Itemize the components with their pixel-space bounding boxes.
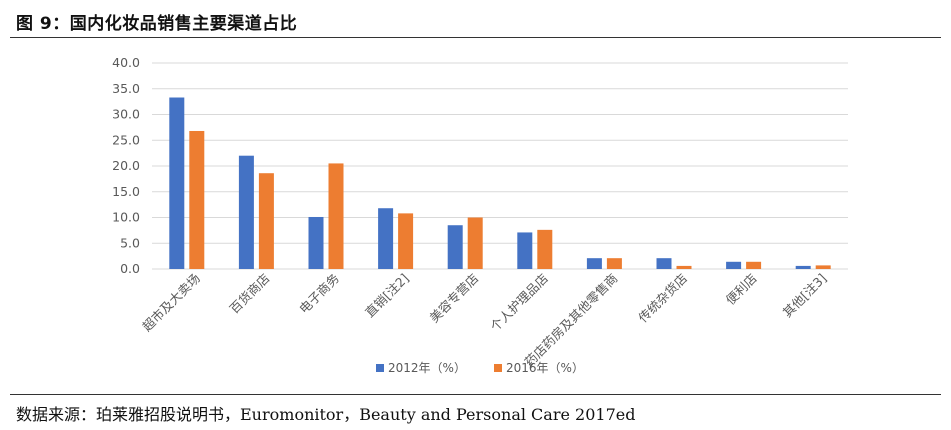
bar-2012 <box>586 258 602 269</box>
y-tick-label: 15.0 <box>112 184 140 199</box>
figure-title: 图 9：国内化妆品销售主要渠道占比 <box>16 14 298 34</box>
y-tick-label: 40.0 <box>112 55 140 70</box>
legend-swatch <box>376 364 384 372</box>
legend: 2012年（%） 2016年（%） <box>376 361 584 375</box>
x-category-label: 百货商店 <box>227 271 273 317</box>
bar-2016 <box>606 258 622 269</box>
gridlines <box>152 62 848 270</box>
legend-label: 2012年（%） <box>388 361 466 375</box>
data-source-note: 数据来源：珀莱雅招股说明书，Euromonitor，Beauty and Per… <box>16 405 636 424</box>
y-tick-label: 20.0 <box>112 158 140 173</box>
bar-2012 <box>238 155 254 269</box>
y-tick-label: 5.0 <box>120 235 140 250</box>
bar-2016 <box>328 163 344 269</box>
x-category-label: 个人护理品店 <box>487 271 551 335</box>
x-category-label: 传统杂货店 <box>635 271 690 326</box>
bar-2012 <box>378 208 394 269</box>
bar-2012 <box>656 258 672 269</box>
bar-2012 <box>517 232 533 269</box>
bar-2016 <box>815 265 831 269</box>
x-category-label: 电子商务 <box>296 271 342 317</box>
bar-2012 <box>447 225 463 269</box>
legend-label: 2016年（%） <box>506 361 584 375</box>
bar-2012 <box>169 97 185 269</box>
bar-2016 <box>676 265 692 269</box>
bar-2016 <box>398 213 414 269</box>
top-rule <box>10 37 941 38</box>
bar-2016 <box>746 261 762 269</box>
x-category-label: 便利店 <box>723 271 760 308</box>
bars <box>169 97 831 269</box>
bar-chart: 0.0 5.0 10.0 15.0 20.0 25.0 30.0 35.0 40.0 超市及大卖… <box>112 55 848 375</box>
y-axis-ticks: 0.0 5.0 10.0 15.0 20.0 25.0 30.0 35.0 40.0 <box>112 55 140 276</box>
x-category-label: 直销[注2] <box>362 271 412 321</box>
y-tick-label: 0.0 <box>120 261 140 276</box>
x-category-label: 超市及大卖场 <box>139 271 203 335</box>
y-tick-label: 10.0 <box>112 210 140 225</box>
bar-2012 <box>308 216 324 269</box>
x-category-label: 其他[注3] <box>780 271 830 321</box>
bar-2012 <box>726 261 742 269</box>
bar-2012 <box>795 265 811 269</box>
bottom-rule <box>10 394 941 395</box>
bar-2016 <box>258 173 274 269</box>
bar-2016 <box>189 130 205 269</box>
y-tick-label: 35.0 <box>112 81 140 96</box>
legend-swatch <box>494 364 502 372</box>
bar-2016 <box>537 229 553 269</box>
x-category-label: 美容专营店 <box>427 271 482 326</box>
bar-2016 <box>467 217 483 269</box>
y-tick-label: 25.0 <box>112 132 140 147</box>
y-tick-label: 30.0 <box>112 107 140 122</box>
x-axis-categories: 超市及大卖场 百货商店 电子商务 直销[注2] 美容专营店 个人护理品店药店药房及其他零售… <box>139 271 829 370</box>
